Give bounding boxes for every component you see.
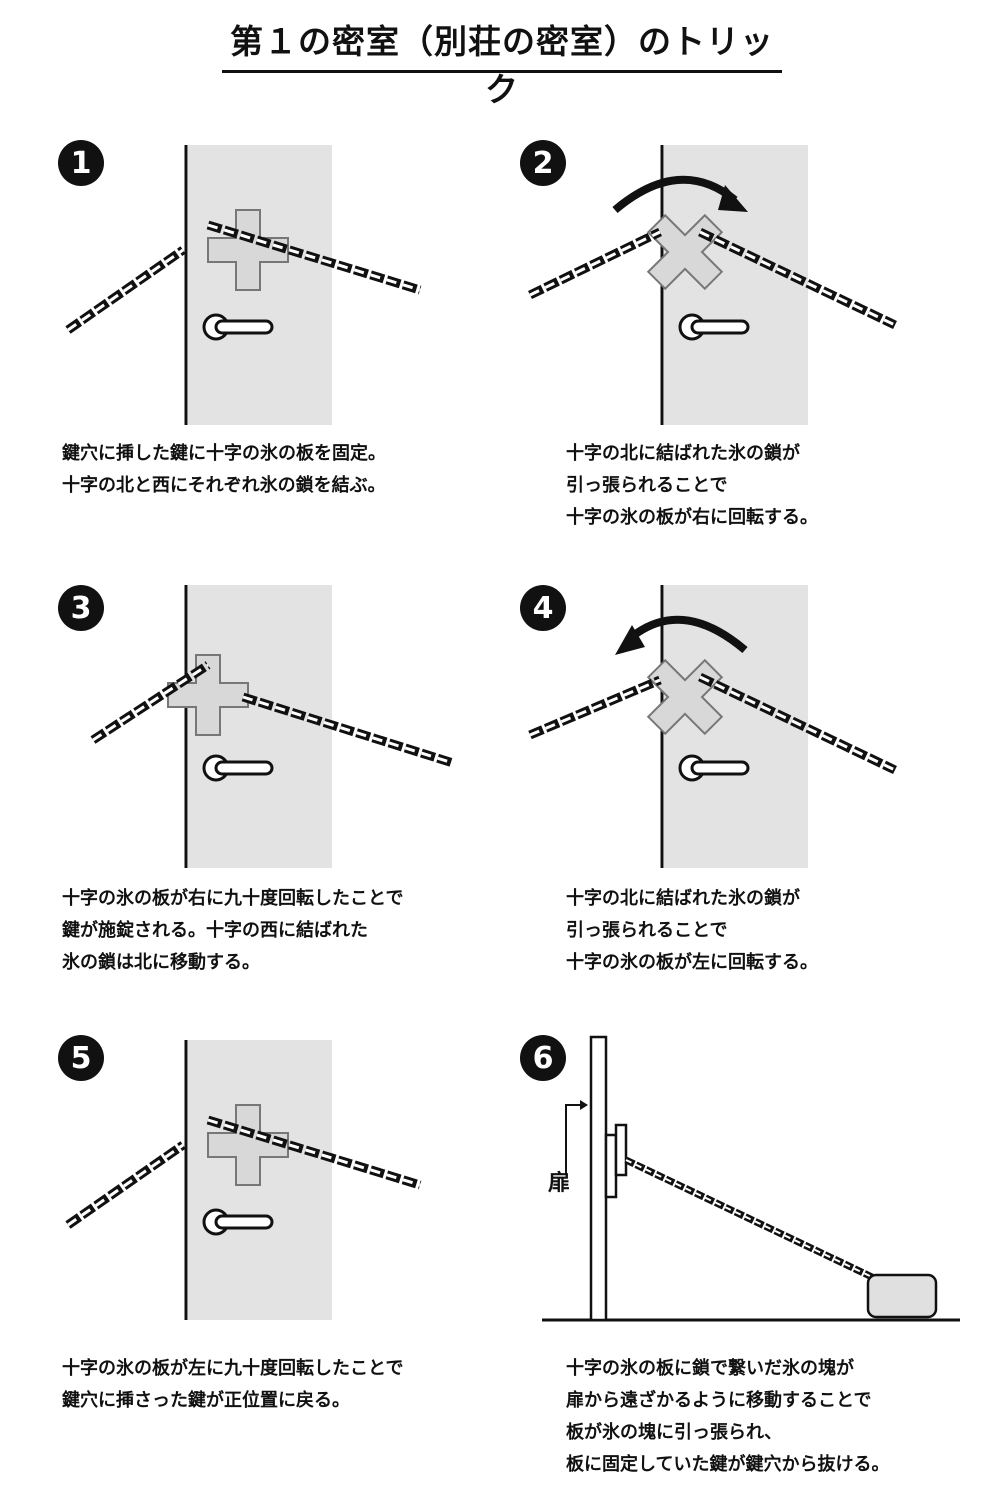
step-2-panel: 2 十字の北に結ばれた氷の鎖が 引っ張られることで 十字の氷の板が右に回転する。 — [520, 140, 990, 570]
step-6-panel: 6 扉 十字の氷の板に鎖で繋いだ氷の塊が 扉から遠ざかるように移動することで 板… — [520, 1035, 990, 1485]
step-3-caption: 十字の氷の板が右に九十度回転したことで 鍵が施錠される。十字の西に結ばれた 氷の… — [62, 888, 404, 973]
step-6-caption: 十字の氷の板に鎖で繋いだ氷の塊が 扉から遠ざかるように移動することで 板が氷の塊… — [566, 1358, 890, 1475]
step-3-panel: 3 十字の氷の板が右に九十度回転したことで 鍵が施錠される。十字の西に結ばれた … — [58, 585, 528, 1015]
rotate-left-arrow — [615, 625, 645, 655]
step-1-illustration — [65, 145, 422, 425]
step-2-illustration — [528, 145, 897, 425]
step-6-illustration — [542, 1035, 960, 1322]
step-4-caption: 十字の北に結ばれた氷の鎖が 引っ張られることで 十字の氷の板が左に回転する。 — [566, 888, 818, 973]
step-number: 5 — [58, 1035, 104, 1081]
step-4-panel: 4 十字の北に結ばれた氷の鎖が 引っ張られることで 十字の氷の板が左に回転する。 — [520, 585, 990, 1015]
step-number: 1 — [58, 140, 104, 186]
step-2-caption: 十字の北に結ばれた氷の鎖が 引っ張られることで 十字の氷の板が右に回転する。 — [566, 443, 818, 528]
title-underline — [222, 70, 782, 73]
step-number: 4 — [520, 585, 566, 631]
door-label: 扉 — [548, 1171, 571, 1196]
step-1-panel: 1 鍵穴に挿した鍵に十字の氷の板を固定。 十字の北と西にそれぞれ氷の鎖を結ぶ。 — [58, 140, 528, 570]
step-5-panel: 5 十字の氷の板が左に九十度回転したことで 鍵穴に挿さった鍵が正位置に戻る。 — [58, 1035, 528, 1465]
step-1-caption: 鍵穴に挿した鍵に十字の氷の板を固定。 十字の北と西にそれぞれ氷の鎖を結ぶ。 — [62, 443, 386, 496]
step-number: 2 — [520, 140, 566, 186]
step-5-illustration — [65, 1040, 422, 1320]
rotate-right-arrow — [718, 185, 748, 212]
step-3-illustration — [90, 585, 455, 868]
step-number: 3 — [58, 585, 104, 631]
step-5-caption: 十字の氷の板が左に九十度回転したことで 鍵穴に挿さった鍵が正位置に戻る。 — [62, 1358, 404, 1411]
step-4-illustration — [528, 585, 897, 868]
page-title: 第１の密室（別荘の密室）のトリック — [230, 22, 774, 109]
ice-block — [866, 1273, 938, 1319]
step-number: 6 — [520, 1035, 566, 1081]
